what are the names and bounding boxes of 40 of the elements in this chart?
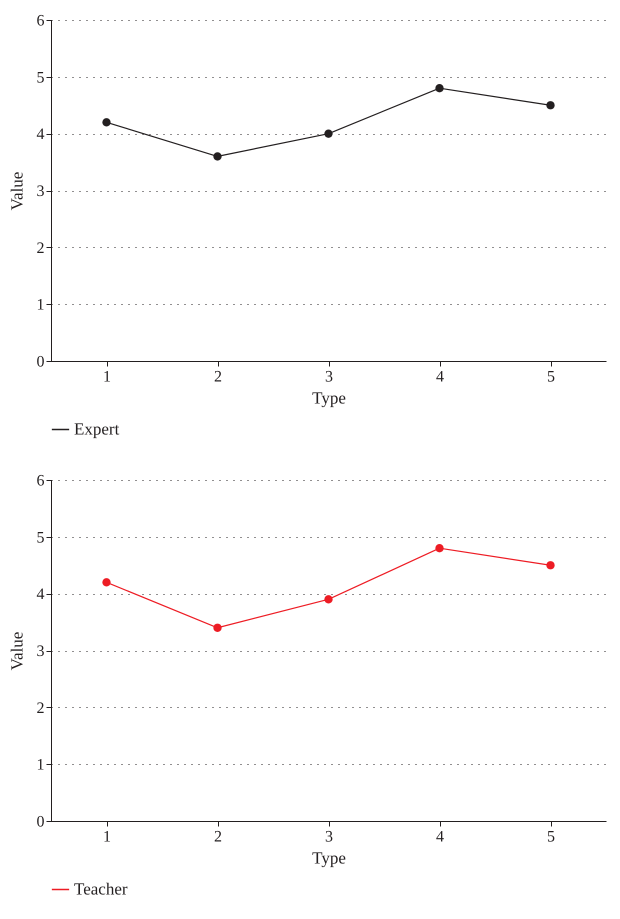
legend-label: Expert [74, 420, 120, 438]
y-axis-title: Value [8, 172, 26, 210]
x-axis-title: Type [312, 388, 346, 408]
point [102, 118, 111, 126]
y-tick-label: 4 [36, 126, 44, 144]
y-tick-label: 3 [36, 643, 44, 660]
point [435, 84, 444, 92]
y-tick-label: 5 [36, 69, 44, 86]
x-tick-label: 5 [547, 368, 555, 386]
x-tick-label: 2 [214, 368, 222, 386]
y-axis-title: Value [8, 632, 26, 670]
y-tick-label: 3 [36, 183, 44, 200]
x-tick-label: 5 [547, 828, 555, 846]
point [324, 129, 333, 138]
y-tick-label: 6 [36, 472, 44, 490]
point [102, 578, 111, 586]
point [213, 624, 222, 632]
x-tick-label: 4 [436, 368, 444, 386]
y-tick-label: 6 [36, 12, 44, 30]
y-tick-label: 1 [36, 756, 44, 774]
y-tick-label: 5 [36, 529, 44, 546]
y-tick-label: 1 [36, 296, 44, 314]
y-tick-label: 0 [36, 814, 44, 830]
legend-label: Teacher [74, 880, 128, 898]
point [324, 595, 333, 604]
point [546, 561, 555, 570]
point [546, 101, 555, 110]
x-tick-label: 4 [436, 828, 444, 846]
x-tick-label: 1 [103, 828, 111, 846]
x-tick-label: 1 [103, 368, 111, 386]
x-tick-label: 3 [325, 368, 333, 386]
x-tick-label: 2 [214, 828, 222, 846]
y-tick-label: 4 [36, 586, 44, 604]
x-axis-title: Type [312, 848, 346, 868]
point [213, 152, 222, 161]
point [435, 544, 444, 552]
y-tick-label: 0 [36, 354, 44, 370]
x-tick-label: 3 [325, 828, 333, 846]
y-tick-label: 2 [36, 240, 44, 257]
y-tick-label: 2 [36, 700, 44, 717]
